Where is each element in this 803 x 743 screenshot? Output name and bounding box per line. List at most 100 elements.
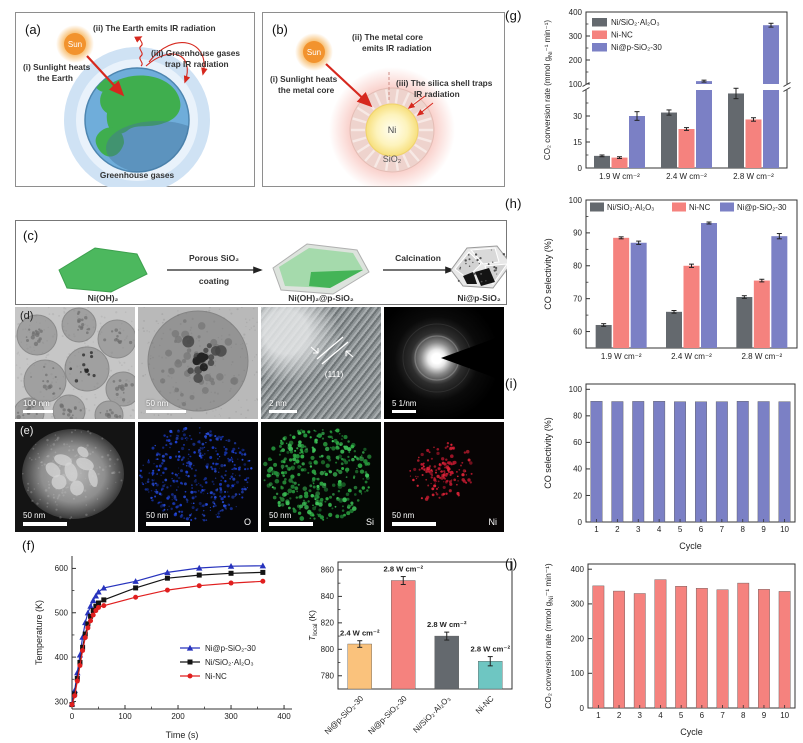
tem-image-overview: (d) 100 nm	[15, 307, 135, 419]
svg-text:0: 0	[578, 164, 583, 173]
svg-text:6: 6	[699, 525, 704, 534]
svg-text:Ni/SiO₂·Al₂O₃: Ni/SiO₂·Al₂O₃	[611, 18, 660, 27]
scalebar: 50 nm	[392, 510, 436, 526]
caption-sunlight-1: (i) Sunlight heats	[23, 62, 91, 72]
svg-text:500: 500	[55, 609, 69, 618]
svg-text:1: 1	[596, 711, 601, 720]
svg-text:10: 10	[780, 525, 789, 534]
svg-text:Ni@p-SiO₂-30: Ni@p-SiO₂-30	[737, 203, 787, 212]
svg-text:2.8 W cm⁻²: 2.8 W cm⁻²	[471, 645, 511, 654]
scalebar-label: 50 nm	[269, 510, 292, 520]
svg-text:1.9 W cm⁻²: 1.9 W cm⁻²	[601, 352, 642, 361]
svg-text:90: 90	[573, 229, 582, 238]
svg-text:Ni@p-SiO₂-30: Ni@p-SiO₂-30	[323, 694, 366, 737]
svg-text:400: 400	[277, 712, 291, 721]
shell-label: SiO₂	[383, 154, 402, 164]
chart-co2-conversion-rate: 0 15 30 100 200 300 400 CO₂ conversion rate (mm…	[543, 8, 791, 181]
svg-text:2.4 W cm⁻²: 2.4 W cm⁻²	[340, 629, 380, 638]
lattice-annotation: (111)	[310, 336, 354, 379]
panel-d-label: (d)	[20, 310, 34, 322]
eds-map-silicon: 50 nm Si	[261, 422, 381, 532]
svg-text:300: 300	[55, 697, 69, 706]
nioh2-psio2-label: Ni(OH)₂@p-SiO₂	[288, 293, 354, 303]
caption-sunlight-1: (i) Sunlight heats	[270, 74, 338, 84]
svg-text:Cycle: Cycle	[679, 541, 702, 551]
scalebar: 50 nm	[23, 511, 67, 526]
svg-text:2.8 W cm⁻²: 2.8 W cm⁻²	[733, 172, 774, 181]
chart-co-selectivity-cycles: 0 20 40 60 80 100 CO selectivity (%) 1 2 3 4 5 6 7 8 9 1…	[543, 383, 796, 551]
svg-text:400: 400	[569, 8, 583, 17]
svg-text:8: 8	[741, 525, 746, 534]
electron-diffraction-pattern: 5 1/nm	[384, 307, 504, 419]
element-label-Si: Si	[365, 517, 374, 527]
svg-text:2.4 W cm⁻²: 2.4 W cm⁻²	[666, 172, 707, 181]
scalebar-label: 5 1/nm	[392, 398, 417, 408]
svg-text:7: 7	[720, 711, 725, 720]
haadf-stem-image: (e) 50 nm	[15, 422, 135, 532]
svg-text:0: 0	[580, 704, 585, 713]
svg-text:100: 100	[569, 385, 583, 394]
ni-psio2-label: Ni@p-SiO₂	[457, 293, 500, 303]
caption-shell-traps-1: (iii) The silica shell traps	[396, 78, 493, 88]
svg-text:4: 4	[658, 711, 663, 720]
sun-icon	[303, 41, 325, 63]
svg-text:4: 4	[657, 525, 662, 534]
svg-text:9: 9	[762, 711, 767, 720]
panel-j-label: (j)	[505, 556, 518, 571]
core-label: Ni	[388, 125, 397, 135]
svg-text:600: 600	[55, 564, 69, 573]
svg-text:800: 800	[321, 645, 335, 654]
panel-i-label: (i)	[505, 376, 518, 391]
svg-text:100: 100	[118, 712, 132, 721]
svg-text:6: 6	[700, 711, 705, 720]
sun-label: Sun	[307, 48, 321, 57]
caption-core-emits-1: (ii) The metal core	[352, 32, 423, 42]
panel-g-label: (g)	[505, 8, 522, 23]
caption-trap-2: trap IR radiation	[165, 59, 229, 69]
svg-text:820: 820	[321, 619, 335, 628]
svg-text:400: 400	[55, 653, 69, 662]
caption-sunlight-2: the Earth	[37, 73, 73, 83]
lattice-plane-label: (111)	[325, 369, 344, 379]
coating-arrow-label-bottom: coating	[199, 276, 229, 286]
svg-text:Ni@p-SiO₂-30: Ni@p-SiO₂-30	[611, 43, 662, 52]
scalebar: 100 nm	[23, 399, 53, 413]
eds-map-nickel: 50 nm Ni	[384, 422, 504, 532]
sunlight-arrow	[86, 55, 125, 97]
svg-text:3: 3	[638, 711, 643, 720]
caption-earth-emits: (ii) The Earth emits IR radiation	[93, 23, 216, 33]
ir-trap-arc-2	[145, 53, 191, 84]
scalebar-label: 50 nm	[146, 398, 169, 408]
sun-icon	[64, 33, 86, 55]
nioh2-hexagon	[58, 247, 148, 293]
svg-text:100: 100	[571, 669, 585, 678]
svg-text:200: 200	[571, 634, 585, 643]
scalebar: 50 nm	[146, 511, 190, 526]
coated-hexagon	[272, 243, 370, 295]
sunlight-arrow	[325, 63, 373, 108]
fragmented-hexagon	[450, 245, 507, 289]
svg-text:Ni-NC: Ni-NC	[205, 672, 227, 681]
calcination-arrow-label: Calcination	[395, 253, 441, 263]
svg-text:CO₂ conversion rate (mmol gNi⁻: CO₂ conversion rate (mmol gNi⁻¹ min⁻¹)	[543, 20, 554, 160]
chart-local-temperature: 780 800 820 840 860 Tlocal (K) 2.4 W cm⁻² Ni@p-…	[307, 561, 513, 737]
svg-text:8: 8	[741, 711, 746, 720]
sun-label: Sun	[68, 40, 82, 49]
svg-text:CO₂ conversion rate (mmol gNi⁻: CO₂ conversion rate (mmol gNi⁻¹ min⁻¹)	[543, 563, 555, 709]
hrtem-image-lattice: (111) 2 nm	[261, 307, 381, 419]
svg-text:1.9 W cm⁻²: 1.9 W cm⁻²	[599, 172, 640, 181]
scalebar-label: 50 nm	[392, 510, 415, 520]
svg-text:Ni@p-SiO₂-30: Ni@p-SiO₂-30	[205, 644, 256, 653]
caption-greenhouse-gases: Greenhouse gases	[100, 170, 175, 180]
panel-e-label: (e)	[20, 425, 34, 437]
caption-shell-traps-2: IR radiation	[414, 89, 460, 99]
svg-text:Ni@p-SiO₂-30: Ni@p-SiO₂-30	[366, 694, 409, 737]
svg-text:200: 200	[569, 56, 583, 65]
svg-text:2.8 W cm⁻²: 2.8 W cm⁻²	[384, 565, 424, 574]
svg-text:5: 5	[679, 711, 684, 720]
svg-text:100: 100	[569, 80, 583, 89]
svg-text:40: 40	[573, 465, 582, 474]
scalebar-label: 2 nm	[269, 398, 287, 408]
panel-b-label: (b)	[272, 22, 288, 37]
